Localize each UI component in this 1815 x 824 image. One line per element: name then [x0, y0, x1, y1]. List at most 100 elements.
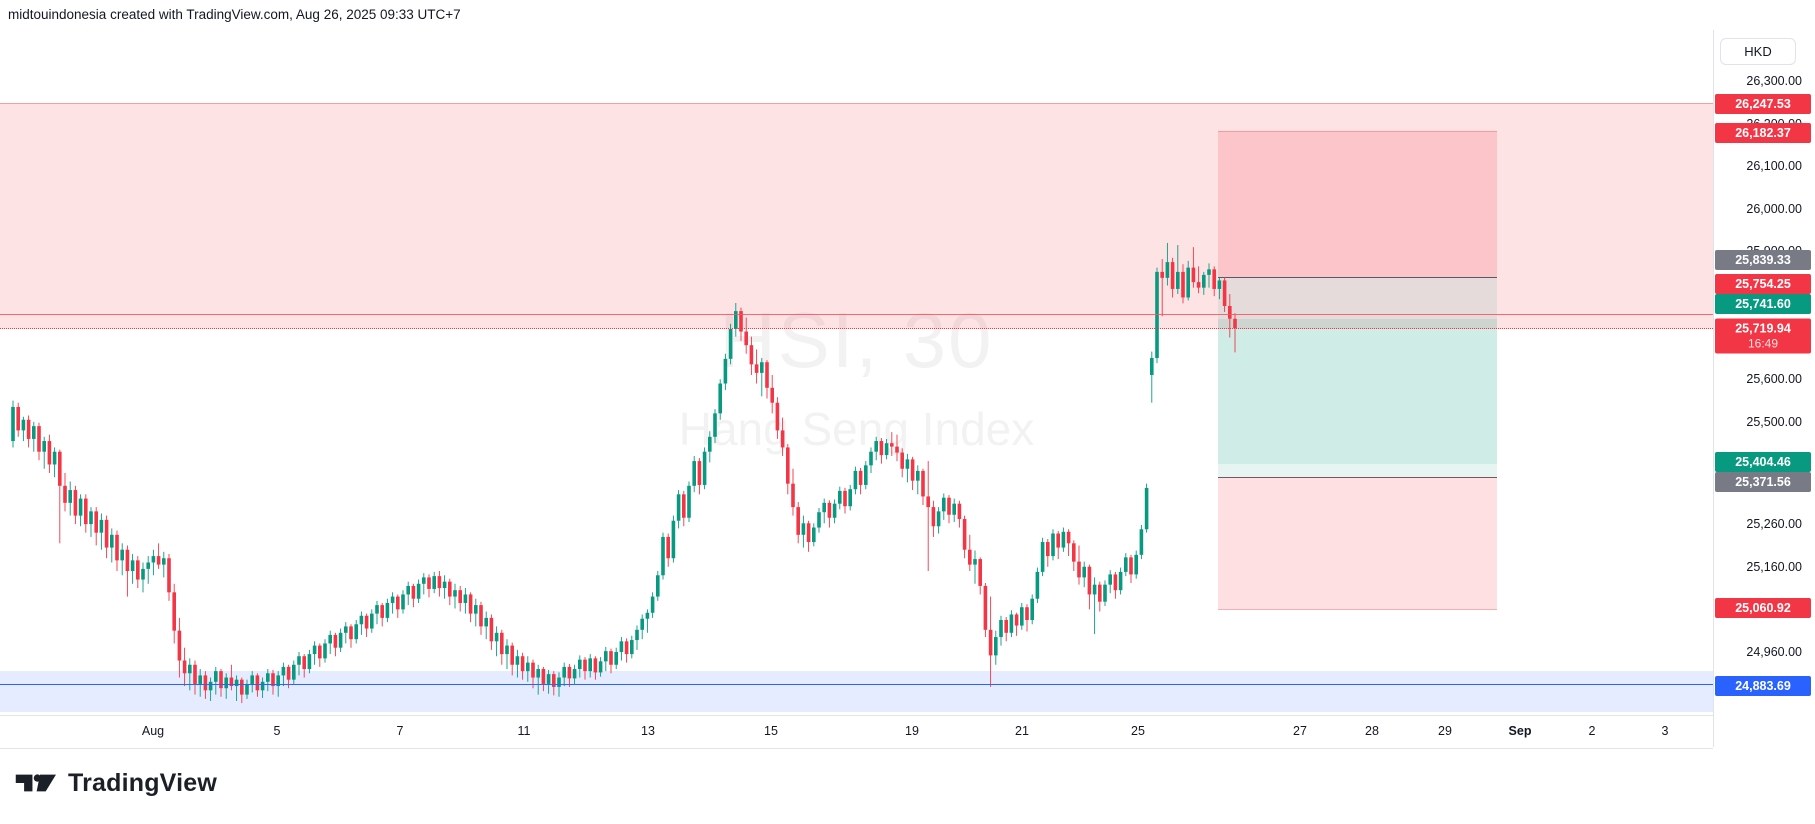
candle-body	[1014, 614, 1019, 626]
candle-body	[983, 585, 988, 630]
candle-body	[1066, 531, 1071, 544]
candle-body	[770, 387, 774, 403]
candle-body	[593, 658, 598, 673]
long-position-stop-zone[interactable]	[1218, 476, 1497, 610]
candle-body	[708, 436, 712, 452]
candle-body	[744, 331, 748, 346]
currency-button[interactable]: HKD	[1720, 38, 1796, 65]
candle-body	[349, 626, 353, 640]
candle-body	[99, 519, 104, 533]
candle-body	[193, 664, 197, 684]
candle-body	[380, 605, 384, 618]
candle-body	[973, 559, 977, 565]
candle-body	[1040, 542, 1045, 572]
candle-body	[713, 413, 717, 437]
candle-body	[234, 679, 239, 687]
candle-body	[167, 558, 171, 593]
candle-body	[583, 659, 587, 672]
candle-body	[468, 594, 473, 614]
candle-body	[16, 406, 20, 431]
tradingview-logo[interactable]: TradingView	[15, 768, 217, 798]
candle-body	[1087, 566, 1092, 595]
candle-body	[838, 490, 842, 504]
candle-body	[1150, 357, 1154, 376]
candle-body	[1009, 614, 1014, 633]
time-tick-label: 25	[1131, 724, 1145, 738]
candle-body	[11, 406, 15, 442]
candle-body	[422, 577, 426, 584]
level-badge-target-long: 25,741.60	[1715, 294, 1811, 314]
candle-body	[687, 485, 691, 518]
support-zone-band[interactable]	[0, 670, 1713, 712]
candlestick-series[interactable]	[0, 30, 1713, 715]
candle-body	[916, 470, 920, 481]
candle-body	[104, 519, 109, 548]
candle-body	[775, 402, 780, 431]
candle-body	[994, 637, 998, 656]
supply-zone-band[interactable]	[0, 103, 1713, 330]
chart-plot-area[interactable]: HSI, 30 Hang Seng Index	[0, 30, 1713, 715]
candle-body	[1207, 269, 1211, 275]
candle-body	[734, 311, 738, 329]
candle-body	[110, 534, 114, 548]
price-tick-label: 26,100.00	[1746, 159, 1802, 174]
time-tick-label: 13	[641, 724, 655, 738]
price-tick-label: 25,260.00	[1746, 517, 1802, 532]
support-line[interactable]	[0, 684, 1713, 686]
price-tick-label: 25,500.00	[1746, 414, 1802, 429]
price-axis[interactable]: HKD 26,300.0026,200.0026,100.0026,000.00…	[1713, 30, 1815, 747]
tradingview-logo-text: TradingView	[68, 768, 218, 797]
bar-countdown: 16:49	[1747, 336, 1779, 350]
candle-body	[1176, 271, 1180, 289]
candle-body	[531, 662, 535, 678]
candle-body	[739, 311, 743, 332]
price-tick-label: 25,600.00	[1746, 372, 1802, 387]
time-tick-label: 21	[1015, 724, 1029, 738]
candle-body	[786, 447, 790, 484]
candle-body	[458, 590, 462, 603]
candle-body	[448, 581, 452, 597]
candle-body	[760, 362, 764, 373]
candle-body	[1202, 274, 1206, 288]
time-axis[interactable]: Aug 5 7 11 13 15 19 21 25 27 28 29 Sep 2 3	[0, 715, 1713, 749]
candle-body	[37, 426, 41, 452]
candle-body	[1046, 542, 1050, 557]
candle-body	[515, 656, 520, 665]
short-position-profit-zone[interactable]	[1218, 277, 1497, 464]
candle-body	[42, 441, 46, 452]
candle-body	[552, 674, 556, 687]
candle-body	[812, 527, 816, 543]
candle-body	[557, 677, 561, 687]
resistance-line[interactable]	[0, 313, 1713, 315]
last-price-line[interactable]	[0, 328, 1713, 330]
candle-body	[1113, 574, 1118, 591]
candle-body	[437, 576, 442, 589]
candle-body	[1134, 554, 1138, 575]
candle-body	[338, 632, 343, 648]
candle-body	[203, 675, 208, 691]
candle-body	[936, 511, 941, 527]
candle-body	[1077, 561, 1081, 578]
candle-body	[1035, 571, 1040, 599]
candle-body	[1004, 620, 1008, 633]
candle-body	[484, 617, 488, 627]
candle-body	[864, 465, 868, 485]
time-tick-label: 29	[1438, 724, 1452, 738]
candle-body	[1051, 533, 1055, 557]
long-position-profit-zone[interactable]	[1218, 318, 1497, 478]
short-position-stop-zone[interactable]	[1218, 131, 1497, 279]
candle-body	[947, 497, 951, 515]
candle-body	[926, 496, 930, 508]
time-tick-label: 3	[1661, 724, 1669, 738]
candle-body	[640, 618, 644, 630]
candle-body	[281, 666, 286, 676]
candle-body	[754, 364, 759, 373]
time-tick-label: 11	[517, 724, 531, 738]
candle-body	[567, 666, 572, 679]
time-tick-label: 28	[1365, 724, 1379, 738]
candle-body	[1061, 531, 1066, 548]
candle-body	[957, 503, 962, 520]
candle-body	[307, 654, 312, 670]
candle-body	[978, 559, 982, 586]
candle-body	[219, 671, 223, 689]
